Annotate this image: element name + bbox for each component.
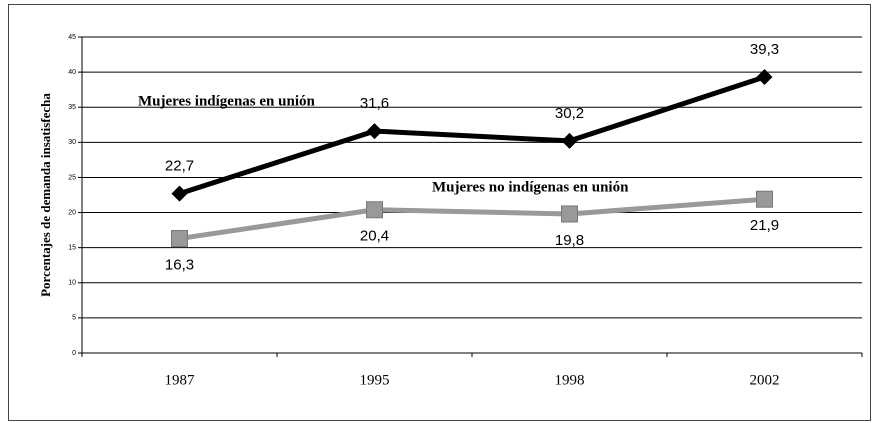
marker — [366, 201, 383, 219]
data-label: 39,3 — [750, 41, 779, 58]
x-tick-label: 1998 — [555, 372, 585, 388]
data-label: 31,6 — [360, 95, 389, 112]
marker — [366, 123, 383, 140]
series-name: Mujeres no indígenas en unión — [432, 179, 629, 195]
x-tick-label: 2002 — [750, 372, 780, 388]
y-tick-label: 15 — [68, 245, 76, 252]
series-line — [179, 196, 765, 242]
data-label: 16,3 — [165, 257, 194, 274]
y-tick-label: 35 — [68, 104, 76, 111]
y-tick-label: 10 — [68, 280, 76, 287]
y-tick-label: 45 — [68, 34, 76, 41]
y-tick-label: 0 — [72, 350, 76, 357]
data-label: 20,4 — [360, 228, 389, 245]
x-tick-label: 1995 — [360, 372, 390, 388]
series-name: Mujeres indígenas en unión — [138, 93, 315, 109]
y-tick-label: 5 — [72, 315, 76, 322]
marker — [171, 230, 188, 248]
marker — [756, 69, 773, 86]
marker — [756, 190, 773, 208]
series-line — [178, 74, 766, 196]
data-label: 22,7 — [165, 158, 194, 175]
y-tick-label: 30 — [68, 139, 76, 146]
y-axis-label: Porcentajes de demanda insatisfecha — [38, 93, 53, 297]
y-tick-label: 40 — [68, 69, 76, 76]
data-label: 30,2 — [555, 105, 584, 122]
y-tick-label: 25 — [68, 174, 76, 181]
data-label: 21,9 — [750, 217, 779, 234]
marker — [561, 132, 578, 149]
data-label: 19,8 — [555, 232, 584, 249]
marker — [171, 185, 188, 202]
y-tick-label: 20 — [68, 209, 76, 216]
x-tick-label: 1987 — [165, 372, 196, 388]
marker — [561, 205, 578, 223]
